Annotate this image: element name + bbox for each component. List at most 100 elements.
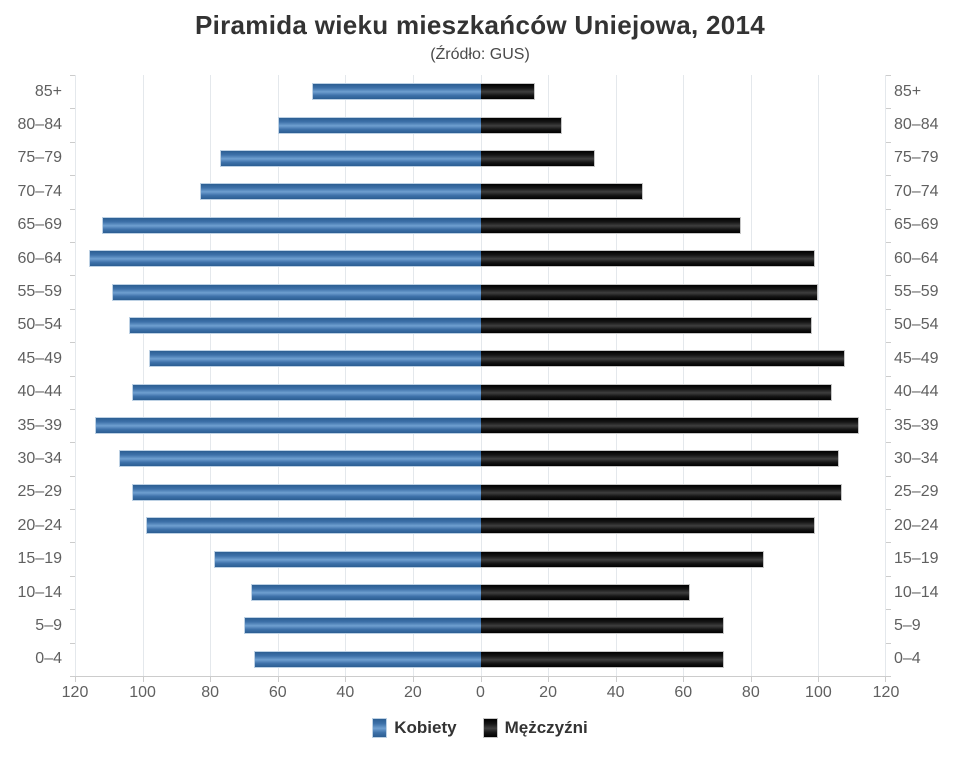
- x-axis-tick-label: 20: [539, 684, 557, 701]
- gridline: [615, 75, 617, 676]
- bar-male-20–24: [480, 517, 816, 535]
- bar-female-30–34: [118, 450, 481, 468]
- gridline: [548, 75, 550, 676]
- age-label-right: 20–24: [894, 516, 939, 534]
- y-axis-tick-left: [70, 375, 75, 377]
- bar-female-35–39: [95, 417, 481, 435]
- x-axis-tick: [480, 677, 482, 682]
- bar-female-85+: [311, 83, 481, 101]
- bar-male-55–59: [480, 283, 819, 301]
- x-axis-tick-label: 60: [268, 684, 287, 701]
- age-label-right: 75–79: [894, 149, 939, 167]
- bar-female-80–84: [277, 116, 481, 134]
- gridline: [277, 75, 279, 676]
- age-label-right: 60–64: [894, 249, 939, 267]
- age-label-left: 55–59: [17, 283, 63, 301]
- x-axis-tick: [142, 677, 144, 682]
- age-label-left: 5–9: [35, 616, 62, 634]
- age-label-right: 50–54: [894, 316, 939, 334]
- bar-male-65–69: [480, 216, 741, 234]
- legend-item-female[interactable]: Kobiety: [372, 718, 457, 738]
- age-label-right: 65–69: [894, 216, 939, 234]
- age-label-left: 85+: [34, 82, 62, 100]
- y-axis-tick-left: [70, 542, 75, 544]
- bar-female-50–54: [129, 316, 481, 334]
- y-axis-tick-right: [886, 75, 891, 76]
- y-axis-tick-left: [70, 342, 75, 344]
- age-label-left: 70–74: [17, 182, 63, 200]
- x-axis-tick: [615, 677, 617, 682]
- y-axis-tick-right: [886, 241, 891, 243]
- x-axis-tick: [750, 677, 752, 682]
- age-label-left: 15–19: [17, 550, 63, 568]
- bar-female-75–79: [220, 149, 481, 167]
- x-axis-tick: [210, 677, 212, 682]
- y-axis-tick-left: [70, 241, 75, 243]
- legend: Kobiety Mężczyźni: [0, 718, 960, 738]
- age-label-right: 85+: [894, 82, 922, 100]
- bar-female-45–49: [149, 350, 481, 368]
- y-axis-tick-left: [70, 275, 75, 277]
- bar-male-80–84: [480, 116, 562, 134]
- y-axis-tick-left: [70, 475, 75, 477]
- y-axis-tick-left: [70, 141, 75, 143]
- x-axis-tick-label: 60: [674, 684, 693, 701]
- x-axis-tick-label: 100: [805, 684, 832, 701]
- bar-female-15–19: [213, 550, 481, 568]
- x-axis: 120 100 80 60 40 20 0 20 40 60 80 100 120: [62, 677, 899, 705]
- y-axis-tick-left: [70, 676, 75, 677]
- y-axis-tick-right: [886, 609, 891, 611]
- y-axis-tick-right: [886, 475, 891, 477]
- y-axis-tick-left: [70, 408, 75, 410]
- x-axis-tick: [683, 677, 685, 682]
- x-axis-tick: [548, 677, 550, 682]
- y-axis-tick-right: [886, 375, 891, 377]
- x-axis-tick-label: 120: [61, 684, 89, 701]
- age-label-right: 30–34: [894, 449, 939, 467]
- y-axis-tick-right: [886, 275, 891, 277]
- y-axis-tick-right: [886, 642, 891, 644]
- y-axis-tick-left: [70, 609, 75, 611]
- y-axis-tick-left: [70, 509, 75, 511]
- bar-female-65–69: [102, 216, 481, 234]
- x-axis-tick: [885, 677, 886, 682]
- x-axis-tick: [412, 677, 414, 682]
- bar-female-0–4: [254, 650, 481, 668]
- bar-female-5–9: [243, 617, 481, 635]
- bar-male-0–4: [480, 650, 724, 668]
- y-axis-tick-left: [70, 642, 75, 644]
- x-axis-tick: [75, 677, 76, 682]
- age-label-right: 0–4: [894, 650, 921, 668]
- legend-item-male[interactable]: Mężczyźni: [482, 718, 588, 738]
- chart-title: Piramida wieku mieszkańców Uniejowa, 201…: [194, 10, 766, 40]
- y-axis-tick-right: [886, 308, 891, 310]
- y-axis-tick-left: [70, 175, 75, 177]
- x-axis-tick-label: 0: [476, 684, 485, 701]
- bar-male-60–64: [480, 250, 816, 268]
- bar-male-35–39: [480, 417, 859, 435]
- y-axis-tick-right: [886, 141, 891, 143]
- gridline: [480, 75, 482, 676]
- legend-label-female: Kobiety: [394, 718, 457, 737]
- bar-male-85+: [480, 83, 535, 101]
- bar-female-55–59: [112, 283, 481, 301]
- y-axis-tick-right: [886, 676, 891, 677]
- bar-male-15–19: [480, 550, 765, 568]
- y-axis-tick-right: [886, 442, 891, 444]
- age-label-right: 25–29: [894, 483, 939, 501]
- x-axis-tick-label: 120: [872, 684, 900, 701]
- gridline: [818, 75, 820, 676]
- y-axis-tick-right: [886, 342, 891, 344]
- y-axis-tick-left: [70, 208, 75, 210]
- x-axis-tick-label: 80: [741, 684, 760, 701]
- y-axis-tick-right: [886, 108, 891, 110]
- age-label-right: 70–74: [894, 182, 939, 200]
- bar-female-70–74: [200, 183, 481, 201]
- age-label-left: 30–34: [17, 449, 63, 467]
- x-axis-tick: [345, 677, 347, 682]
- age-label-left: 45–49: [17, 349, 63, 367]
- bar-male-70–74: [480, 183, 643, 201]
- age-label-left: 60–64: [17, 249, 63, 267]
- legend-swatch-male-icon: [482, 718, 498, 738]
- y-axis-tick-left: [70, 75, 75, 76]
